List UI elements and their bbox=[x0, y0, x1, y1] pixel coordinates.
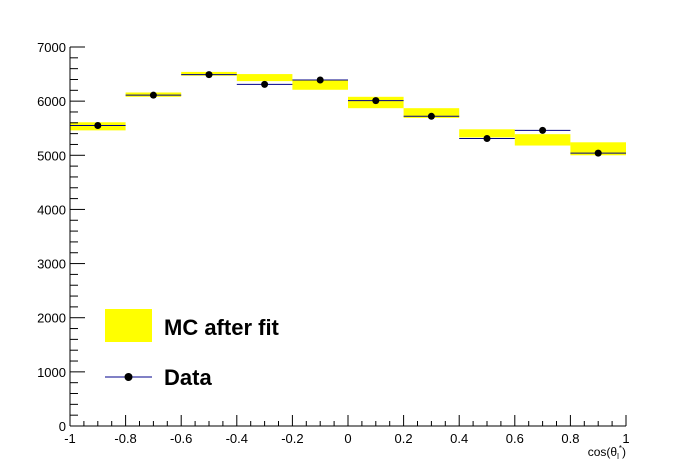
legend-label-mc: MC after fit bbox=[164, 315, 280, 340]
legend-swatch-data-marker bbox=[124, 373, 133, 381]
data-point bbox=[261, 80, 269, 88]
y-tick-label: 2000 bbox=[37, 311, 66, 326]
axes bbox=[69, 46, 627, 427]
data-point bbox=[316, 76, 324, 84]
mc-band-bin bbox=[292, 79, 348, 90]
data-point bbox=[205, 71, 213, 79]
data-point bbox=[372, 97, 380, 105]
y-tick-label: 4000 bbox=[37, 202, 66, 217]
y-tick-label: 7000 bbox=[37, 40, 66, 55]
x-tick-label: -0.2 bbox=[281, 431, 303, 446]
legend-swatch-mc bbox=[105, 309, 152, 342]
x-tick-label: -1 bbox=[64, 431, 76, 446]
y-tick-label: 5000 bbox=[37, 148, 66, 163]
data-point bbox=[427, 112, 435, 120]
mc-band-bin bbox=[514, 134, 571, 146]
y-tick-label: 3000 bbox=[37, 257, 66, 272]
data-point bbox=[594, 149, 602, 157]
x-tick-label: -0.8 bbox=[114, 431, 136, 446]
x-tick-label: 0 bbox=[344, 431, 351, 446]
data-point bbox=[94, 122, 102, 130]
mc-band-bin bbox=[236, 74, 293, 82]
x-tick-label: 0.6 bbox=[506, 431, 524, 446]
data-point bbox=[149, 91, 157, 99]
x-tick-label: 0.8 bbox=[561, 431, 579, 446]
data-point bbox=[539, 126, 547, 134]
tick-labels: -1 -0.8 -0.6 -0.4 -0.2 0 0.2 0.4 0.6 0.8 1 0 1000 200… bbox=[37, 40, 630, 446]
x-tick-label: 0.4 bbox=[450, 431, 468, 446]
x-axis-label: cos(θl*) bbox=[588, 444, 626, 461]
x-tick-label: -0.4 bbox=[226, 431, 248, 446]
x-tick-label: -0.6 bbox=[170, 431, 192, 446]
legend: MC after fit Data bbox=[105, 309, 280, 390]
mc-band-bin bbox=[570, 142, 626, 156]
x-tick-label: 0.2 bbox=[395, 431, 413, 446]
y-tick-label: 6000 bbox=[37, 94, 66, 109]
data-point bbox=[483, 135, 491, 143]
data-points-group bbox=[70, 71, 626, 157]
mc-band-bin bbox=[459, 129, 515, 138]
y-tick-label: 1000 bbox=[37, 365, 66, 380]
legend-label-data: Data bbox=[164, 365, 212, 390]
y-tick-label: 0 bbox=[59, 419, 66, 434]
x-tick-label: 1 bbox=[622, 431, 629, 446]
